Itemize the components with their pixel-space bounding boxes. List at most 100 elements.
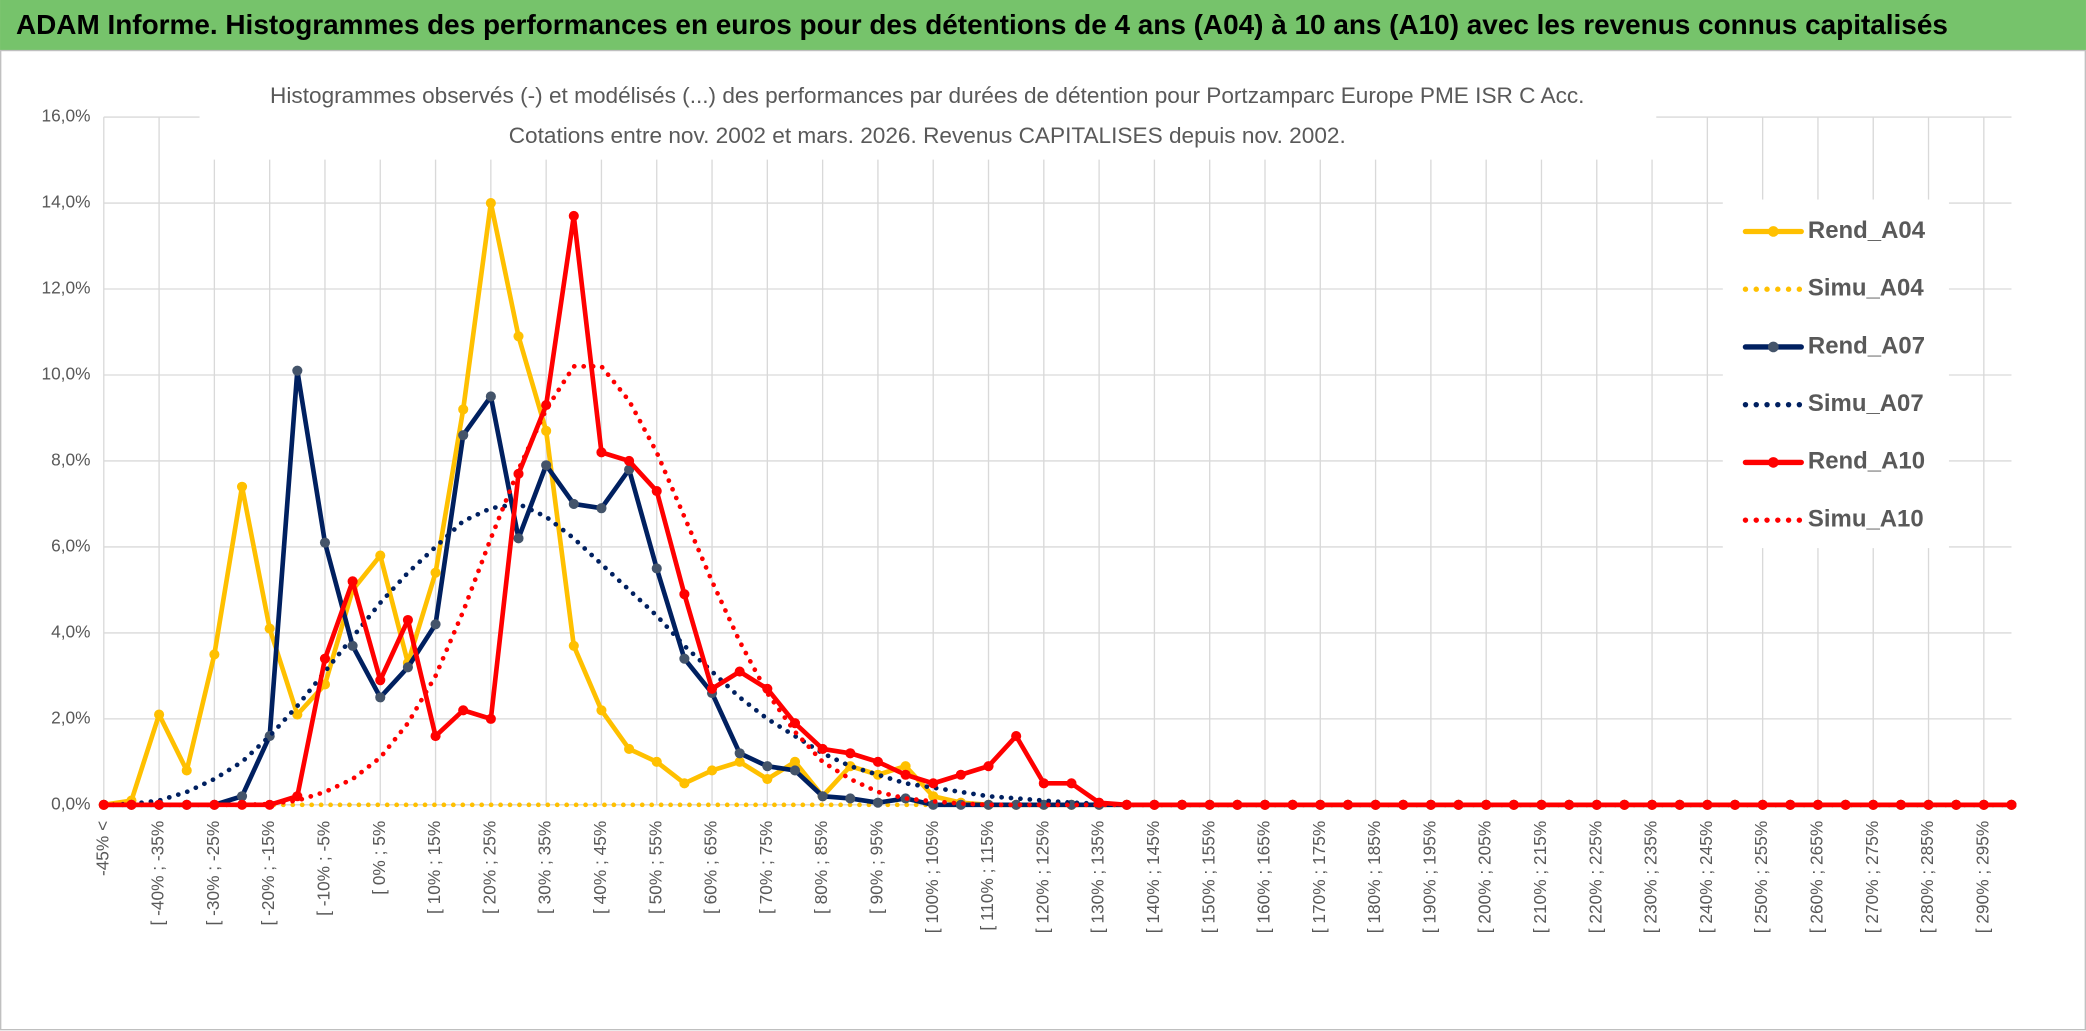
data-point xyxy=(1508,799,1519,810)
data-point xyxy=(485,391,496,402)
data-point xyxy=(1757,799,1768,810)
data-point xyxy=(375,692,386,703)
x-tick-label: [ 100% ; 105% xyxy=(922,821,942,933)
legend: Rend_A04 Simu_A04 Rend_A07 Simu_A07 Rend_A10… xyxy=(1742,217,1926,532)
x-tick-label: [ 260% ; 265% xyxy=(1807,821,1827,933)
data-point xyxy=(2006,799,2017,810)
data-point xyxy=(706,765,718,776)
data-point xyxy=(1868,799,1879,810)
x-tick-label: [ 60% ; 65% xyxy=(701,821,721,914)
data-point xyxy=(651,485,662,497)
x-tick-label: [ 270% ; 275% xyxy=(1862,821,1882,933)
series-line xyxy=(101,501,2014,808)
data-point xyxy=(209,799,220,810)
data-point xyxy=(319,653,331,664)
data-point xyxy=(209,649,220,660)
y-tick-label: 16,0% xyxy=(41,106,90,126)
x-tick-label: [ 140% ; 145% xyxy=(1143,821,1163,933)
data-point xyxy=(1840,799,1851,810)
data-point xyxy=(430,731,441,742)
data-point xyxy=(789,765,801,776)
x-tick-label: [ 190% ; 195% xyxy=(1419,821,1439,933)
x-tick-label: [ -10% ; -5% xyxy=(314,821,334,916)
data-point xyxy=(596,503,607,514)
legend-label: Rend_A04 xyxy=(1808,217,1926,244)
data-point xyxy=(624,455,635,467)
data-point xyxy=(430,619,441,630)
data-point xyxy=(1038,799,1049,810)
x-tick-label: [ 240% ; 245% xyxy=(1696,821,1716,933)
data-point xyxy=(706,683,718,694)
x-tick-label: [ 170% ; 175% xyxy=(1309,821,1329,933)
data-point xyxy=(568,498,579,509)
legend-label: Simu_A04 xyxy=(1808,275,1924,302)
series-line xyxy=(101,364,2014,808)
data-point xyxy=(541,460,552,471)
data-point xyxy=(375,675,386,686)
data-point xyxy=(1398,799,1409,810)
legend-label: Rend_A10 xyxy=(1808,448,1925,475)
data-point xyxy=(651,563,662,574)
x-tick-label: [ 250% ; 255% xyxy=(1751,821,1771,933)
data-point xyxy=(928,778,939,789)
x-tick-label: [ 200% ; 205% xyxy=(1475,821,1495,933)
y-tick-label: 6,0% xyxy=(51,535,90,555)
x-tick-label: [ -30% ; -25% xyxy=(203,821,223,926)
data-point xyxy=(402,614,413,626)
chart-title: Histogrammes observés (-) et modélisés (… xyxy=(270,83,1584,108)
x-tick-label: [ 30% ; 35% xyxy=(535,821,555,914)
data-point xyxy=(375,550,386,561)
x-tick-label: [ 50% ; 55% xyxy=(645,821,665,914)
data-point xyxy=(872,797,883,808)
data-point xyxy=(955,769,966,780)
legend-label: Simu_A07 xyxy=(1808,390,1924,417)
data-point xyxy=(430,567,441,578)
data-point xyxy=(1481,799,1492,810)
data-point xyxy=(264,623,275,634)
x-tick-label: [ 130% ; 135% xyxy=(1088,821,1108,933)
data-point xyxy=(513,533,524,544)
chart-frame xyxy=(0,49,2086,1031)
data-point xyxy=(679,589,690,600)
chart-subtitle: Cotations entre nov. 2002 et mars. 2026.… xyxy=(509,123,1346,148)
y-tick-label: 8,0% xyxy=(51,450,90,470)
data-point xyxy=(762,761,773,772)
data-point xyxy=(568,210,579,221)
legend-marker xyxy=(1768,457,1779,468)
x-tick-label: [ -20% ; -15% xyxy=(258,821,278,926)
data-point xyxy=(402,662,413,673)
data-point xyxy=(734,756,745,767)
data-point xyxy=(845,793,856,804)
x-tick-label: [ -40% ; -35% xyxy=(148,821,168,926)
y-tick-label: 14,0% xyxy=(41,192,90,212)
data-point xyxy=(983,799,994,810)
data-point xyxy=(1895,799,1906,810)
y-tick-label: 0,0% xyxy=(51,793,90,813)
x-tick-label: [ 80% ; 85% xyxy=(811,821,831,914)
header-title: ADAM Informe. Histogrammes des performan… xyxy=(16,9,1948,40)
data-point xyxy=(845,748,856,759)
x-tick-label: [ 230% ; 235% xyxy=(1641,821,1661,933)
data-point xyxy=(679,778,690,789)
data-point xyxy=(651,756,662,767)
x-tick-label: [ 220% ; 225% xyxy=(1585,821,1605,933)
data-point xyxy=(1066,778,1077,789)
x-tick-label: [ 20% ; 25% xyxy=(479,821,499,914)
data-point xyxy=(789,756,801,767)
data-point xyxy=(1121,799,1132,810)
x-tick-label: [ 10% ; 15% xyxy=(424,821,444,914)
data-point xyxy=(1011,799,1022,810)
x-tick-label: [ 210% ; 215% xyxy=(1530,821,1550,933)
x-tick-label: [ 120% ; 125% xyxy=(1032,821,1052,933)
legend-label: Rend_A07 xyxy=(1808,332,1925,359)
plot xyxy=(98,197,2017,810)
y-tick-label: 12,0% xyxy=(41,278,90,298)
data-point xyxy=(983,761,994,772)
x-tick-label: [ 40% ; 45% xyxy=(590,821,610,914)
data-point xyxy=(734,748,745,759)
x-tick-label: -45% < xyxy=(92,821,112,876)
data-point xyxy=(458,705,469,716)
data-point xyxy=(319,537,331,548)
